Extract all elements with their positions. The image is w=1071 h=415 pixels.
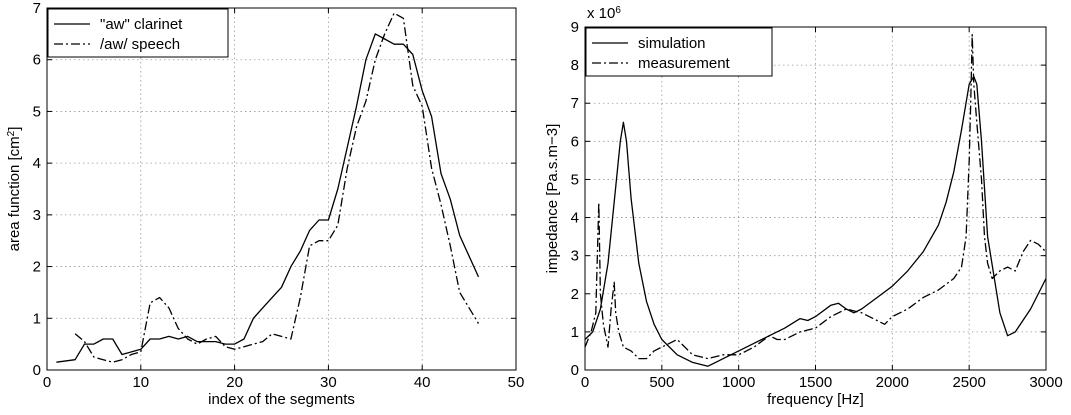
y-tick-label: 7 [33,0,41,17]
y-tick-label: 5 [33,103,41,120]
x-tick-label: 1000 [722,374,755,391]
y-axis-scale-note: x 106 [587,5,621,23]
series-line-solid [584,75,1047,367]
y-tick-label: 2 [571,286,579,303]
y-tick-label: 0 [571,362,579,379]
x-tick-label: 3000 [1029,374,1062,391]
y-tick-label: 3 [571,248,579,265]
legend-entry-label: simulation [638,35,706,52]
y-tick-label: 4 [33,155,41,172]
y-tick-label: 8 [571,57,579,74]
x-tick-label: 1500 [799,374,832,391]
y-tick-label: 0 [33,362,41,379]
y-tick-label: 1 [33,310,41,327]
y-axis-label-superscript: 2 [6,130,17,136]
y-axis-label: impedance [Pa.s.m−3] [544,124,561,274]
y-axis-label: area function [cm2] [6,127,24,252]
x-tick-label: 2500 [952,374,985,391]
series-line-solid [56,33,480,363]
y-tick-label: 1 [571,324,579,341]
y-tick-label: 5 [571,171,579,188]
grid-lines [47,8,516,370]
scale-note-exponent: 6 [615,5,621,16]
y-tick-label: 7 [571,95,579,112]
y-tick-label: 4 [571,210,579,227]
x-tick-label: 10 [132,374,149,391]
series-line-dashdot [584,33,1047,360]
tick-group: 0 500 1000 1500 2000 2500 3000 0 1 2 3 4 5 6 7 8 9 [571,19,1063,391]
y-tick-label: 6 [33,52,41,69]
plot-frame [46,7,517,371]
series-group [584,33,1047,367]
x-tick-label: 500 [649,374,674,391]
series-group [56,12,480,363]
x-tick-label: 40 [414,374,431,391]
y-tick-label: 2 [33,259,41,276]
x-axis-label: index of the segments [208,391,355,408]
y-axis-label-text: area function [cm [6,136,23,251]
y-tick-label: 6 [571,133,579,150]
series-line-dashdot [74,12,480,363]
legend-entry-label: /aw/ speech [100,36,180,53]
legend-box [585,27,773,77]
legend-entry-label: "aw" clarinet [100,16,183,33]
impedance-chart: 0 500 1000 1500 2000 2500 3000 0 1 2 3 4 5 6 7 8 9 frequ… [544,5,1063,409]
x-tick-label: 0 [581,374,589,391]
x-tick-label: 30 [320,374,337,391]
x-axis-label: frequency [Hz] [767,391,864,408]
tick-group: 0 10 20 30 40 50 0 1 2 3 4 5 6 7 [33,0,525,391]
y-axis-label-close: ] [6,127,23,131]
y-tick-label: 3 [33,207,41,224]
legend-box [47,8,229,58]
x-tick-label: 2000 [876,374,909,391]
x-tick-label: 20 [226,374,243,391]
grid-lines [585,27,1046,370]
y-tick-label: 9 [571,19,579,36]
legend: simulation measurement [585,27,773,77]
area-function-chart: 0 10 20 30 40 50 0 1 2 3 4 5 6 7 index of the segment… [6,0,525,408]
legend: "aw" clarinet/aw/ speech [47,8,229,58]
x-tick-label: 50 [508,374,525,391]
scale-note-base: x 10 [587,5,615,22]
legend-entry-label: measurement [638,55,731,72]
x-tick-label: 0 [43,374,51,391]
